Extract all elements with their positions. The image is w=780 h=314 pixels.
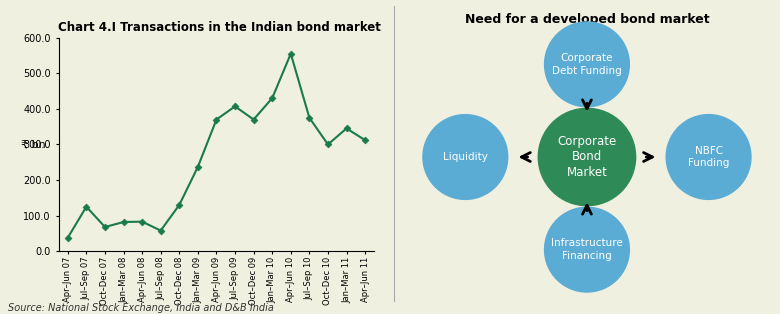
Text: Chart 4.I Transactions in the Indian bond market: Chart 4.I Transactions in the Indian bon… [58,21,381,34]
Text: Corporate
Debt Funding: Corporate Debt Funding [552,53,622,76]
Text: Corporate
Bond
Market: Corporate Bond Market [558,134,616,180]
Ellipse shape [666,115,751,199]
Text: Need for a developed bond market: Need for a developed bond market [465,13,709,25]
Ellipse shape [423,115,508,199]
Text: Source: National Stock Exchange, India and D&B India: Source: National Stock Exchange, India a… [8,303,274,313]
Y-axis label: ₹ bn: ₹ bn [21,139,45,149]
Ellipse shape [544,207,629,292]
Text: Infrastructure
Financing: Infrastructure Financing [551,238,622,261]
Ellipse shape [544,22,629,107]
Text: Liquidity: Liquidity [443,152,488,162]
Ellipse shape [538,108,636,206]
Text: NBFC
Funding: NBFC Funding [688,146,729,168]
